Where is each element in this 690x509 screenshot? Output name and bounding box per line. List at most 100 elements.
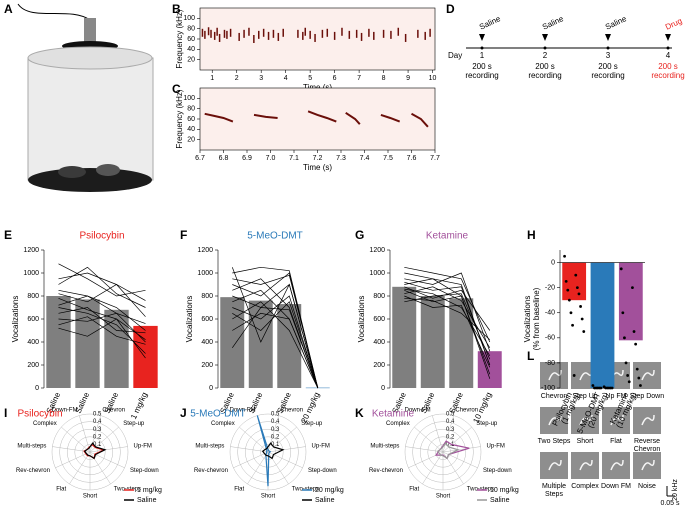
subject-line (58, 289, 146, 331)
y-axis-label: Frequency (kHz) (175, 9, 184, 68)
call-thumbnail (602, 407, 630, 434)
injection-marker (479, 34, 485, 41)
x-tick-label: 10 (429, 75, 437, 82)
x-tick-label: 6.8 (219, 155, 229, 162)
spoke (432, 415, 444, 453)
subject-line (232, 278, 319, 389)
category-label: Short (436, 494, 451, 500)
subject-line (58, 263, 146, 297)
x-axis-label: Time (s) (303, 163, 332, 172)
call-mark (218, 33, 221, 42)
subject-line (58, 284, 146, 317)
call-mark (282, 28, 284, 37)
subject-point (567, 298, 571, 302)
recording: recording (651, 71, 684, 80)
call-label: Up FM (606, 393, 627, 400)
subject-point (575, 286, 579, 290)
y-tick-label: 100 (183, 15, 195, 22)
call-mark (429, 28, 431, 37)
spectrogram-bg (199, 87, 436, 151)
bar (420, 296, 445, 388)
subject-point (635, 367, 639, 371)
subject-line (404, 278, 491, 375)
panel-label: J (180, 406, 187, 420)
spoke (233, 451, 269, 469)
cable (17, 3, 91, 21)
r-tick-label: 0.3 (446, 427, 455, 433)
call-mark (348, 30, 351, 39)
call-mark (201, 28, 204, 37)
bar (449, 298, 474, 388)
y-tick-label: 1000 (197, 270, 213, 277)
spoke (442, 446, 481, 453)
panel-label: G (355, 228, 364, 242)
category-label: Complex (211, 421, 235, 427)
y-tick-label: 60 (187, 116, 195, 123)
call-thumbnail (571, 407, 599, 434)
legend-label: 1 mg/kg (137, 487, 162, 494)
category-label: Rev-chevron (194, 468, 228, 474)
bar (618, 262, 643, 341)
call-shape (548, 459, 562, 471)
subject-point (582, 330, 586, 333)
category-label: Up-FM (312, 443, 330, 449)
subject-point (563, 254, 566, 258)
category-label: Down-FM (405, 407, 431, 413)
recording: 200 s (535, 62, 555, 71)
call-mark (204, 30, 206, 39)
call-shape (548, 414, 562, 426)
r-tick-label: 0.5 (93, 412, 102, 418)
call-label: Chevron (541, 393, 568, 400)
bar (46, 296, 71, 388)
camera (84, 18, 96, 44)
day-dot (543, 46, 547, 50)
spoke (422, 451, 444, 485)
subject-line (232, 272, 319, 389)
call-label: Noise (638, 483, 656, 490)
x-tick-label: 3 (259, 75, 263, 82)
panel-label: B (172, 2, 181, 16)
mouse (96, 164, 120, 176)
x-tick-label: 7.2 (313, 155, 323, 162)
subject-point (631, 286, 634, 290)
y-tick-label: 400 (27, 339, 39, 346)
radar-series (83, 442, 107, 460)
y-tick-label: 200 (27, 362, 39, 369)
spoke (55, 451, 91, 469)
subject-line (232, 312, 319, 389)
call-shape (641, 459, 655, 471)
chart-title: 5-MeO-DMT (190, 409, 246, 420)
category-label: Rev-chevron (16, 468, 50, 474)
legend-label: 10 mg/kg (490, 487, 519, 494)
y-tick-label: 40 (187, 126, 195, 133)
call-shape (579, 414, 593, 426)
r-tick-label: 0.5 (446, 412, 455, 418)
cylinder-top (27, 46, 153, 70)
y-tick-label: 1200 (197, 247, 213, 254)
category-label: Step-down (308, 468, 337, 474)
call-mark (258, 30, 260, 39)
day-dot (606, 46, 610, 50)
spoke (239, 426, 269, 453)
r-tick-label: 0.5 (271, 412, 280, 418)
panel-label: F (180, 228, 187, 242)
subject-line (58, 318, 146, 359)
recording: recording (528, 71, 561, 80)
spoke (442, 426, 472, 453)
recording: 200 s (598, 62, 618, 71)
bar (590, 262, 615, 388)
y-tick-label: 100 (183, 95, 195, 102)
y-tick-label: 400 (373, 339, 385, 346)
subject-line (404, 288, 491, 356)
r-tick-label: 0.2 (271, 434, 280, 440)
category-label: Up-FM (134, 443, 152, 449)
call-mark (277, 32, 280, 41)
r-tick-label: 0.1 (446, 442, 455, 448)
scale-freq: 20 kHz (672, 479, 679, 501)
call-mark (321, 29, 324, 38)
subject-line (404, 272, 491, 366)
bar (277, 304, 302, 388)
recording: 200 s (658, 62, 678, 71)
y-tick-label: 800 (201, 293, 213, 300)
call-trace (204, 110, 429, 128)
